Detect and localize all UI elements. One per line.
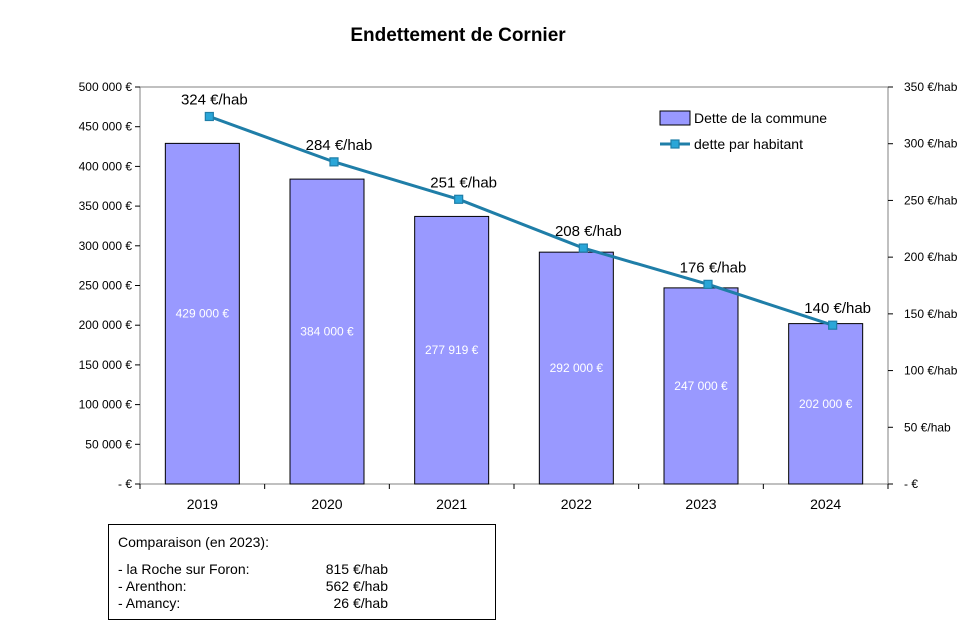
x-tick-label: 2024 <box>810 496 841 512</box>
bar-label: 277 919 € <box>425 343 479 357</box>
y-right-tick-label: 300 €/hab <box>904 137 958 151</box>
x-tick-label: 2022 <box>561 496 592 512</box>
x-tick-label: 2021 <box>436 496 467 512</box>
line-label: 324 €/hab <box>181 91 248 108</box>
comparison-name: - Amancy: <box>118 595 181 611</box>
comparison-row: - Arenthon: 562 €/hab <box>118 578 488 596</box>
bar <box>788 323 864 485</box>
bar-label: 384 000 € <box>300 325 354 339</box>
bar <box>289 178 365 485</box>
line-label: 176 €/hab <box>680 259 747 276</box>
y-left-tick-label: 500 000 € <box>79 80 133 94</box>
y-left-tick-label: 150 000 € <box>79 358 133 372</box>
y-left-tick-label: 350 000 € <box>79 199 133 213</box>
bar <box>164 142 240 485</box>
y-right-tick-label: 150 €/hab <box>904 307 958 321</box>
plot-area: - € 50 000 € 100 000 € 150 000 € 200 000 € 25… <box>79 80 958 512</box>
bar-label: 202 000 € <box>799 397 853 411</box>
line-label: 251 €/hab <box>430 174 497 191</box>
series-line <box>208 115 834 327</box>
line-point <box>329 157 339 167</box>
x-tick-label: 2019 <box>187 496 218 512</box>
bar-label: 292 000 € <box>550 361 604 375</box>
comparison-box: Comparaison (en 2023): - la Roche sur Fo… <box>108 524 496 620</box>
y-left-tick-label: - € <box>118 477 132 491</box>
comparison-title: Comparaison (en 2023): <box>118 534 269 550</box>
bar <box>414 215 490 485</box>
y-left-tick-label: 400 000 € <box>79 159 133 173</box>
bar <box>663 287 739 485</box>
line-label: 140 €/hab <box>804 300 871 317</box>
comparison-row: - Amancy: 26 €/hab <box>118 595 488 613</box>
line-label: 208 €/hab <box>555 223 622 240</box>
line-point <box>703 279 713 289</box>
y-right-tick-label: 350 €/hab <box>904 80 958 94</box>
legend-swatch-bar <box>659 110 691 126</box>
y-left-tick-label: 250 000 € <box>79 279 133 293</box>
comparison-name: - Arenthon: <box>118 578 187 594</box>
comparison-value: 562 €/hab <box>325 578 388 594</box>
line-point <box>204 111 214 122</box>
y-right-tick-label: 100 €/hab <box>904 364 958 378</box>
y-right-tick-label: 50 €/hab <box>904 420 951 434</box>
y-right-tick-label: - € <box>904 477 918 491</box>
bar <box>538 251 614 485</box>
chart-title: Endettement de Cornier <box>350 25 566 46</box>
x-tick-label: 2023 <box>685 496 716 512</box>
comparison-value: 815 €/hab <box>325 561 388 577</box>
legend-label: dette par habitant <box>694 136 803 152</box>
y-left-tick-label: 300 000 € <box>79 239 133 253</box>
line-point <box>828 320 838 330</box>
legend-swatch-marker <box>670 139 680 149</box>
y-left-tick-label: 200 000 € <box>79 318 133 332</box>
comparison-value: 26 €/hab <box>333 595 389 611</box>
y-right-tick-label: 200 €/hab <box>904 250 958 264</box>
comparison-name: - la Roche sur Foron: <box>118 561 250 577</box>
line-label: 284 €/hab <box>306 137 373 154</box>
y-left-tick-label: 100 000 € <box>79 398 133 412</box>
legend-label: Dette de la commune <box>694 110 827 126</box>
bar-label: 247 000 € <box>674 379 728 393</box>
line-point <box>454 194 464 204</box>
x-tick-label: 2020 <box>311 496 342 512</box>
bar-label: 429 000 € <box>176 307 230 321</box>
comparison-row: - la Roche sur Foron: 815 €/hab <box>118 561 488 579</box>
line-point <box>578 243 588 253</box>
y-left-tick-label: 450 000 € <box>79 120 133 134</box>
y-left-tick-label: 50 000 € <box>85 437 132 451</box>
legend: Dette de la commune dette par habitant <box>652 102 852 156</box>
y-right-tick-label: 250 €/hab <box>904 193 958 207</box>
